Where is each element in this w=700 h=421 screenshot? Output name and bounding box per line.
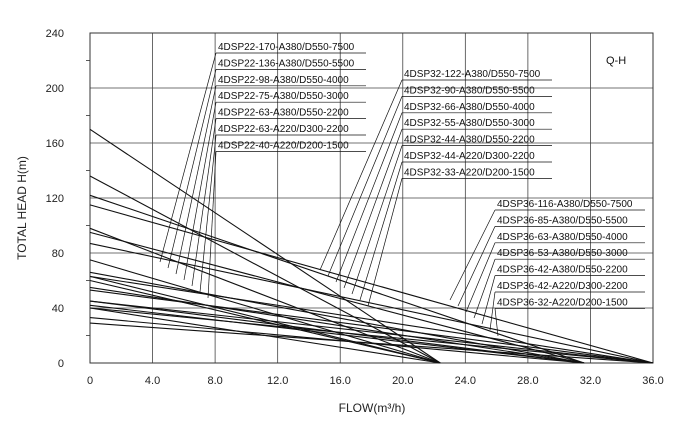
series-line [89,279,441,364]
series-label-text: 4DSP36-53-A380/D550-3000 [497,248,628,259]
series-line [89,307,654,364]
series-label-text: 4DSP36-42-A220/D300-2200 [497,281,628,292]
series-label-text: 4DSP22-75-A380/D550-3000 [218,91,349,102]
series-line [89,286,585,364]
series-label-text: 4DSP22-170-A380/D550-7500 [218,42,355,53]
x-axis-title: FLOW(m³/h) [339,401,406,415]
series-line [89,304,585,364]
series-label-text: 4DSP32-33-A220/D200-1500 [404,167,535,178]
series-label-text: 4DSP22-40-A220/D200-1500 [218,140,349,151]
leader-line [183,102,217,281]
series-label-text: 4DSP32-122-A380/D550-7500 [404,69,541,80]
y-tick-label: 0 [58,358,64,370]
series-label-text: 4DSP32-55-A380/D550-3000 [404,118,535,129]
leader-line [199,134,217,293]
series-lines [89,128,654,364]
leader-line [465,242,496,313]
y-tick-label: 160 [46,138,64,150]
series-labels: 4DSP22-170-A380/D550-7500 4DSP22-136-A380… [218,42,633,308]
series-label-text: 4DSP32-44-A220/D300-2200 [404,151,535,162]
x-tick-label: 32.0 [580,375,601,387]
series-label-text: 4DSP22-98-A380/D550-4000 [218,75,349,86]
leader-line [449,209,496,301]
leader-line [367,178,403,307]
series-label-text: 4DSP32-90-A380/D550-5500 [404,85,535,96]
series-line [89,259,441,364]
leader-line [359,161,403,301]
plot-frame [89,32,654,364]
x-tick-label: 12.0 [267,375,288,387]
series-line [89,242,654,364]
x-tick-label: 16.0 [330,375,351,387]
x-tick-label: 24.0 [455,375,476,387]
series-line [89,128,441,364]
leader-line [319,79,403,271]
series-label-text: 4DSP36-32-A220/D200-1500 [497,297,628,308]
leader-line [343,129,403,289]
series-label-text: 4DSP22-63-A380/D550-2200 [218,108,349,119]
series-line [89,289,654,364]
leader-line [175,85,217,275]
series-label-text: 4DSP32-66-A380/D550-4000 [404,102,535,113]
leader-line [457,226,496,307]
y-axis-title: TOTAL HEAD H(m) [15,156,29,260]
series-line [89,231,585,364]
x-tick-label: 0 [87,375,93,387]
leader-line [335,112,403,283]
y-tick-label: 240 [46,28,64,40]
y-tick-label: 200 [46,83,64,95]
y-tick-label: 80 [52,248,64,260]
grid [90,33,653,363]
series-label-text: 4DSP36-42-A380/D550-2200 [497,265,628,276]
x-tick-label: 36.0 [642,375,663,387]
series-line [89,275,654,364]
series-line [89,322,654,364]
leader-line [207,151,217,299]
leader-line [481,275,496,325]
leader-line [191,118,217,287]
series-label-text: 4DSP36-85-A380/D550-5500 [497,215,628,226]
leader-line [327,96,403,277]
series-label-text: 4DSP22-136-A380/D550-5500 [218,58,355,69]
y-tick-label: 120 [46,193,64,205]
leader-line [489,291,496,331]
series-line [89,300,654,364]
leader-line [351,145,403,295]
series-line [89,275,441,364]
y-tick-label: 40 [52,303,64,315]
leader-lines [159,52,645,337]
x-tick-label: 28.0 [517,375,538,387]
leader-line [159,52,217,263]
series-line [89,227,441,364]
chart-annotation: Q-H [606,55,626,67]
leader-line [473,259,496,319]
series-label-text: 4DSP32-44-A380/D550-2200 [404,135,535,146]
x-tick-label: 20.0 [392,375,413,387]
x-tick-label: 4.0 [145,375,160,387]
series-label-text: 4DSP36-63-A380/D550-4000 [497,232,628,243]
x-tick-label: 8.0 [207,375,222,387]
axes: 0 4.0 8.0 12.0 16.0 20.0 24.0 28.0 32.0 36.0 0 40 80… [46,28,664,387]
leader-line [167,69,217,269]
series-line [89,204,654,364]
series-label-text: 4DSP22-63-A220/D300-2200 [218,124,349,135]
leader-line [494,308,499,337]
series-label-text: 4DSP36-116-A380/D550-7500 [497,199,633,210]
